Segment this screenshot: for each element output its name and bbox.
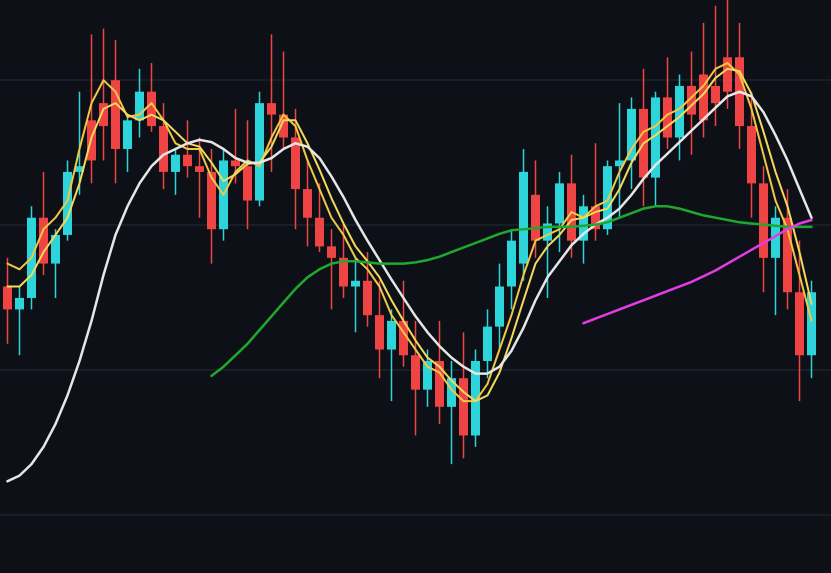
candlestick-chart[interactable] [0,0,831,573]
chart-canvas [0,0,831,573]
